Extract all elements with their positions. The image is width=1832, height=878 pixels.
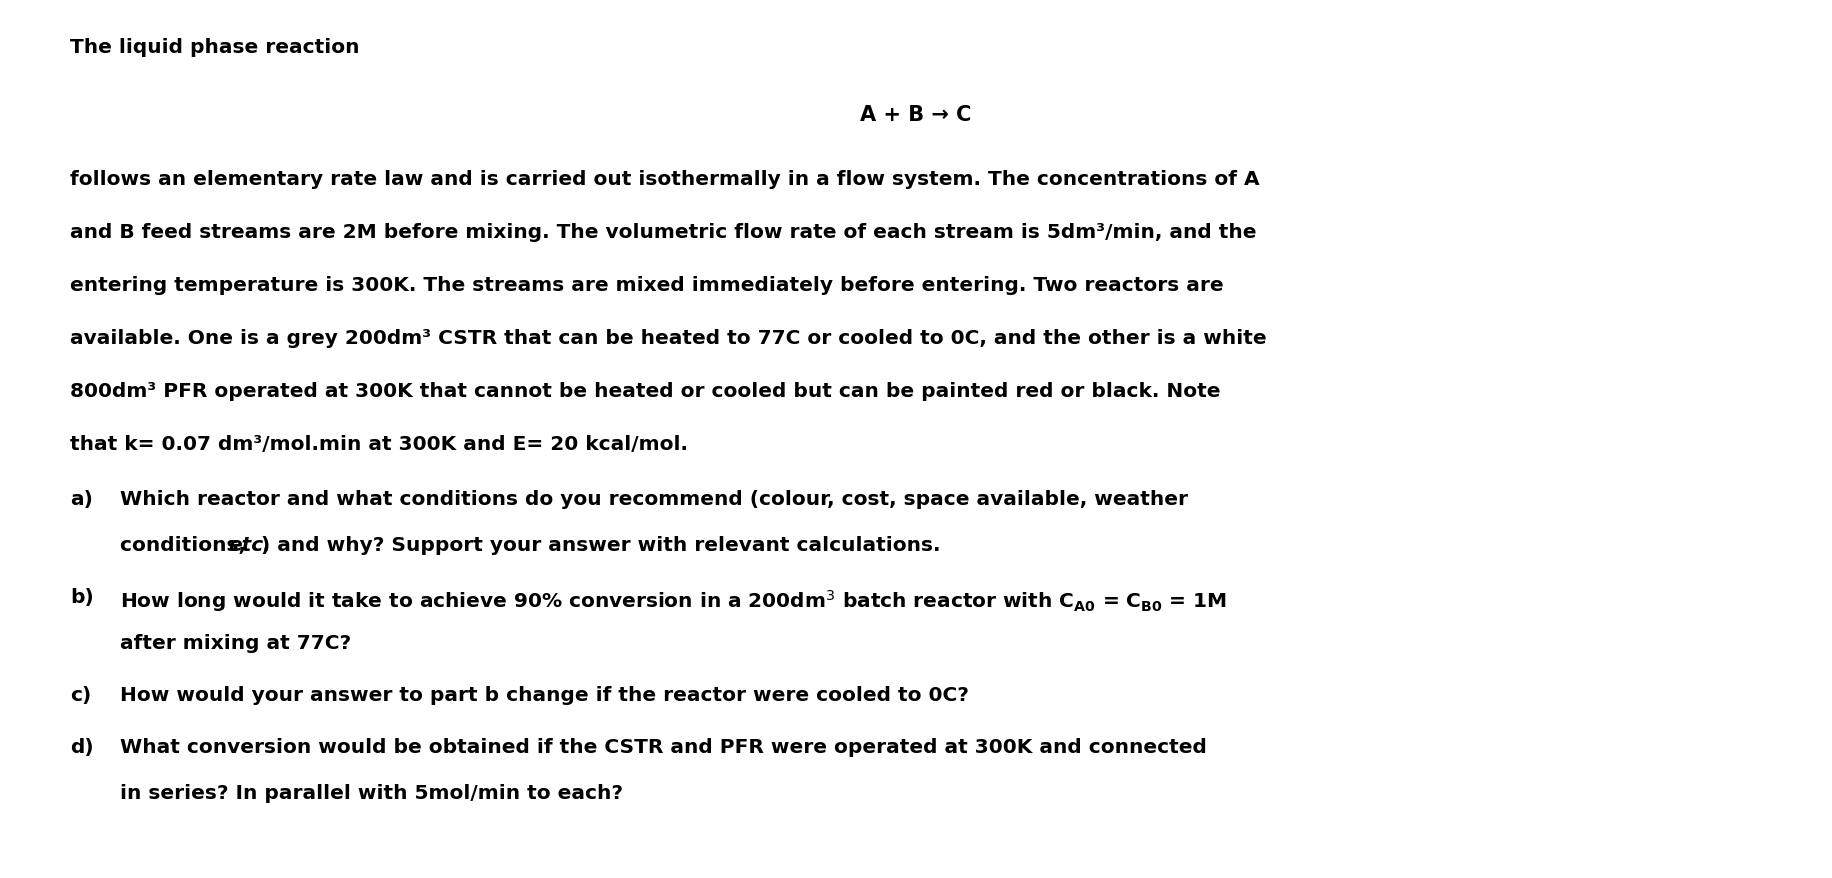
Text: follows an elementary rate law and is carried out isothermally in a flow system.: follows an elementary rate law and is ca… xyxy=(70,169,1260,189)
Text: How would your answer to part b change if the reactor were cooled to 0C?: How would your answer to part b change i… xyxy=(121,685,969,704)
Text: etc.: etc. xyxy=(227,536,271,554)
Text: that k= 0.07 dm³/mol.min at 300K and E= 20 kcal/mol.: that k= 0.07 dm³/mol.min at 300K and E= … xyxy=(70,435,689,453)
Text: d): d) xyxy=(70,738,93,756)
Text: A + B → C: A + B → C xyxy=(861,104,971,125)
Text: How long would it take to achieve 90% conversion in a 200dm$^3$ batch reactor wi: How long would it take to achieve 90% co… xyxy=(121,587,1227,613)
Text: after mixing at 77C?: after mixing at 77C? xyxy=(121,633,352,652)
Text: Which reactor and what conditions do you recommend (colour, cost, space availabl: Which reactor and what conditions do you… xyxy=(121,489,1187,508)
Text: b): b) xyxy=(70,587,93,607)
Text: available. One is a grey 200dm³ CSTR that can be heated to 77C or cooled to 0C, : available. One is a grey 200dm³ CSTR tha… xyxy=(70,328,1266,348)
Text: 800dm³ PFR operated at 300K that cannot be heated or cooled but can be painted r: 800dm³ PFR operated at 300K that cannot … xyxy=(70,382,1220,400)
Text: What conversion would be obtained if the CSTR and PFR were operated at 300K and : What conversion would be obtained if the… xyxy=(121,738,1207,756)
Text: ) and why? Support your answer with relevant calculations.: ) and why? Support your answer with rele… xyxy=(260,536,940,554)
Text: The liquid phase reaction: The liquid phase reaction xyxy=(70,38,359,57)
Text: in series? In parallel with 5mol/min to each?: in series? In parallel with 5mol/min to … xyxy=(121,783,623,802)
Text: conditions,: conditions, xyxy=(121,536,253,554)
Text: c): c) xyxy=(70,685,92,704)
Text: and B feed streams are 2M before mixing. The volumetric flow rate of each stream: and B feed streams are 2M before mixing.… xyxy=(70,223,1257,241)
Text: entering temperature is 300K. The streams are mixed immediately before entering.: entering temperature is 300K. The stream… xyxy=(70,276,1224,295)
Text: a): a) xyxy=(70,489,93,508)
